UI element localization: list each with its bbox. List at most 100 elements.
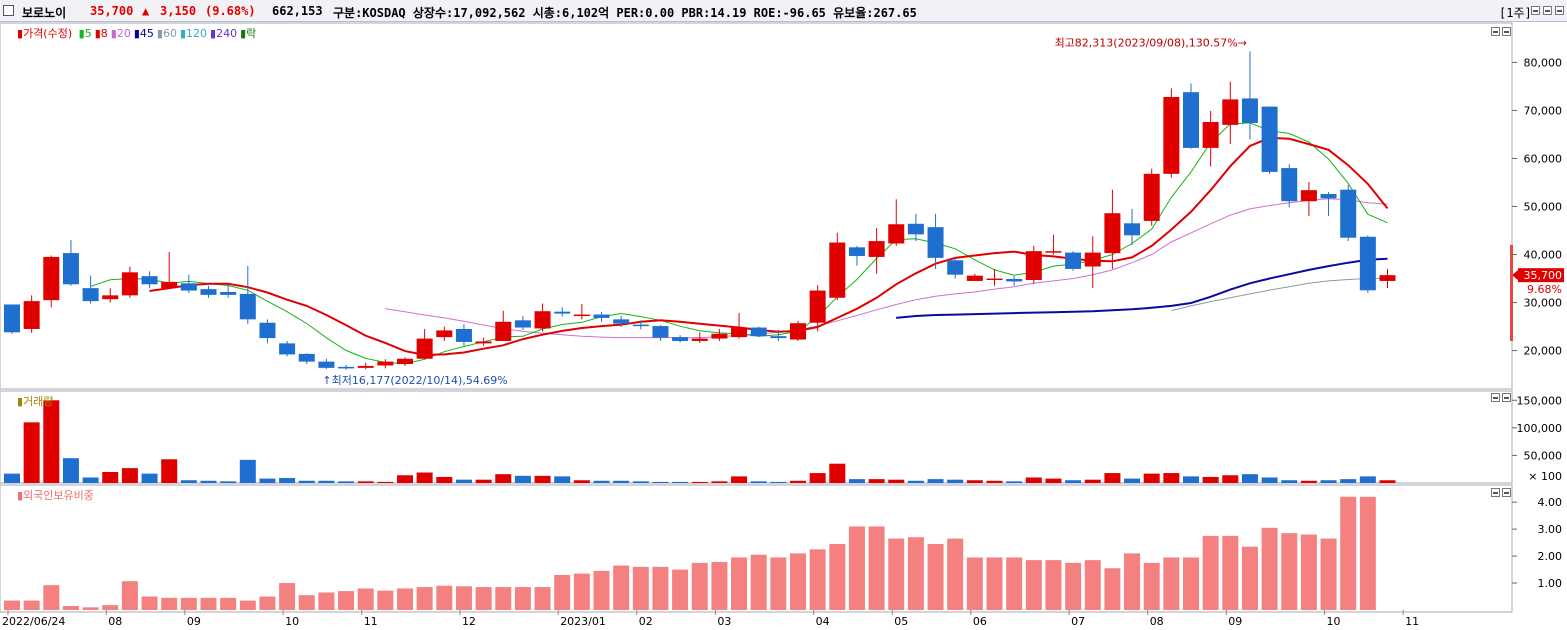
volume-bar <box>770 481 787 483</box>
foreign-tick-label: 1.00 <box>1538 577 1563 590</box>
ma-legend-8[interactable]: ▮8 <box>94 27 108 40</box>
volume-bar <box>809 473 826 483</box>
ma20-line <box>385 198 1388 339</box>
foreign-ratio-bar <box>377 590 394 610</box>
foreign-ratio-bar <box>475 587 492 610</box>
ma-legend-5[interactable]: ▮5 <box>78 27 92 40</box>
volume-bar <box>652 481 669 483</box>
candle-body <box>593 314 610 318</box>
ma60-line <box>1171 277 1388 312</box>
volume-bar <box>357 481 374 483</box>
foreign-ratio-bar <box>1359 496 1376 610</box>
legend-marker-icon: ▮ <box>17 27 24 40</box>
x-axis-label: 11 <box>364 615 378 628</box>
volume-bar <box>1183 476 1199 483</box>
panel-minimize-icon[interactable] <box>1491 488 1500 497</box>
foreign-ratio-bar <box>1300 534 1317 610</box>
candle-body <box>1281 168 1298 202</box>
ma-legend-20[interactable]: ▮20 <box>110 27 131 40</box>
volume-bar <box>495 474 512 483</box>
volume-bar <box>1379 480 1396 483</box>
volume-bar <box>514 475 531 483</box>
title-bar: 보로노이 35,700 ▲ 3,150 (9.68%) 662,153 구분:K… <box>0 0 1567 22</box>
candle-body <box>180 283 197 291</box>
foreign-ratio-bar <box>121 581 138 610</box>
candle-body <box>1006 279 1023 282</box>
candle-body <box>298 353 315 362</box>
ma45-line <box>896 257 1388 319</box>
candle-body <box>200 289 217 295</box>
x-axis-label: 10 <box>1327 615 1341 628</box>
maximize-icon[interactable] <box>1543 6 1552 15</box>
foreign-ratio-bar <box>1025 560 1042 610</box>
foreign-ratio-bar <box>888 538 905 610</box>
volume-bar <box>4 473 20 483</box>
volume-unit-label: × 100 <box>1528 470 1562 483</box>
candle-body <box>1340 189 1357 238</box>
minimize-icon[interactable] <box>1531 6 1540 15</box>
x-axis-label: 10 <box>285 615 299 628</box>
ma-legend-120[interactable]: ▮120 <box>179 27 208 40</box>
high-price-annotation: 최고82,313(2023/09/08),130.57%→ <box>1055 36 1247 49</box>
price-tick-label: 60,000 <box>1524 152 1563 165</box>
candle-body <box>888 224 905 244</box>
foreign-ratio-bar <box>593 570 610 610</box>
x-axis-label: 09 <box>1228 615 1242 628</box>
candle-body <box>357 365 374 368</box>
ma-legend-45[interactable]: ▮45 <box>133 27 154 40</box>
volume-bar <box>534 475 551 483</box>
volume-bar <box>338 481 355 483</box>
x-axis-label: 07 <box>1071 615 1085 628</box>
x-axis-label: 2022/06/24 <box>2 615 65 628</box>
price-tick-label: 40,000 <box>1524 249 1563 262</box>
volume-bar <box>220 481 237 483</box>
panel-close-icon[interactable] <box>1502 27 1511 36</box>
candle-body <box>1065 252 1082 269</box>
select-checkbox[interactable] <box>3 5 14 16</box>
volume-bar <box>23 422 40 483</box>
price-change: 3,150 <box>160 4 197 18</box>
foreign-ratio-bar <box>1241 546 1258 610</box>
stock-info: 구분:KOSDAQ 상장수:17,092,562 시총:6,102억 PER:0… <box>333 6 917 20</box>
candle-body <box>397 358 413 365</box>
foreign-ratio-bar <box>239 600 256 610</box>
volume-bar <box>1124 478 1141 483</box>
candle-body <box>1261 106 1278 172</box>
volume-bar <box>1143 473 1160 483</box>
volume-legend: ▮거래량 <box>17 395 54 408</box>
volume-bar <box>318 480 335 483</box>
candle-body <box>790 323 806 340</box>
panel-close-icon[interactable] <box>1502 488 1511 497</box>
candle-body <box>1045 251 1062 253</box>
candle-body <box>1025 251 1042 280</box>
volume-bar <box>1045 478 1062 483</box>
candle-body <box>475 341 492 344</box>
candle-body <box>907 223 924 235</box>
ma-legend-240[interactable]: ▮240 <box>210 27 238 40</box>
candle-body <box>495 321 512 341</box>
panel-minimize-icon[interactable] <box>1491 27 1500 36</box>
volume-tick-label: 100,000 <box>1517 422 1563 435</box>
current-pct-tag-text: 9.68% <box>1527 283 1562 296</box>
ma8-line <box>149 136 1389 356</box>
foreign-ratio-bar <box>986 557 1003 610</box>
ma-legend-락[interactable]: ▮락 <box>240 27 257 40</box>
foreign-ratio-bar <box>279 583 296 610</box>
candle-body <box>436 330 453 338</box>
foreign-ratio-bar <box>652 566 669 610</box>
volume-bar <box>1241 474 1258 483</box>
volume-bar <box>1104 473 1121 483</box>
ma-legend-60[interactable]: ▮60 <box>156 27 177 40</box>
foreign-ratio-bar <box>82 607 99 610</box>
panel-close-icon[interactable] <box>1502 393 1511 402</box>
up-arrow-icon: ▲ <box>142 4 150 18</box>
foreign-ratio-bar <box>23 600 40 610</box>
x-axis-label: 09 <box>187 615 201 628</box>
foreign-ratio-bar <box>1202 535 1219 610</box>
foreign-ratio-bar <box>1163 557 1180 610</box>
panel-minimize-icon[interactable] <box>1491 393 1500 402</box>
close-icon[interactable] <box>1555 6 1564 15</box>
period-selector[interactable]: [1주] <box>1499 6 1532 20</box>
foreign-ratio-bar <box>1320 538 1337 610</box>
